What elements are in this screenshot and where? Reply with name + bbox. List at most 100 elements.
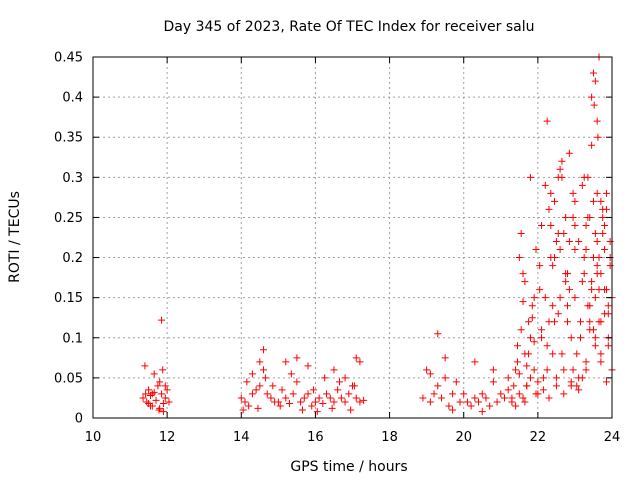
data-point bbox=[549, 350, 557, 358]
x-tick-label: 16 bbox=[307, 430, 324, 445]
data-point bbox=[515, 370, 523, 378]
data-point bbox=[521, 398, 529, 406]
data-point bbox=[426, 370, 434, 378]
data-point bbox=[504, 374, 512, 382]
data-point bbox=[282, 394, 290, 402]
data-point bbox=[287, 370, 295, 378]
data-point bbox=[337, 394, 345, 402]
data-point bbox=[311, 398, 319, 406]
data-point bbox=[599, 205, 607, 213]
data-point bbox=[589, 326, 597, 334]
data-point bbox=[538, 334, 546, 342]
data-point bbox=[515, 390, 523, 398]
data-point bbox=[243, 378, 251, 386]
data-point bbox=[591, 294, 599, 302]
data-point bbox=[545, 394, 553, 402]
data-point bbox=[588, 141, 596, 149]
data-point bbox=[591, 342, 599, 350]
data-point bbox=[602, 378, 610, 386]
data-point bbox=[449, 406, 457, 414]
data-point bbox=[267, 394, 275, 402]
data-point bbox=[328, 404, 336, 412]
series-roti bbox=[139, 53, 616, 416]
data-point bbox=[593, 238, 601, 246]
x-tick-label: 12 bbox=[159, 430, 176, 445]
data-point bbox=[313, 408, 321, 416]
data-point bbox=[143, 398, 151, 406]
data-point bbox=[150, 370, 158, 378]
data-point bbox=[159, 408, 167, 416]
data-point bbox=[360, 396, 368, 404]
data-point bbox=[158, 316, 166, 324]
data-point bbox=[330, 366, 338, 374]
data-point bbox=[562, 213, 570, 221]
data-point bbox=[254, 404, 262, 412]
data-point bbox=[336, 378, 344, 386]
data-point bbox=[539, 374, 547, 382]
data-point bbox=[601, 221, 609, 229]
data-point bbox=[310, 386, 318, 394]
data-point bbox=[589, 69, 597, 77]
data-point bbox=[534, 390, 542, 398]
data-point bbox=[593, 117, 601, 125]
y-tick-label: 0.15 bbox=[54, 291, 83, 306]
data-point bbox=[323, 390, 331, 398]
data-point bbox=[145, 400, 153, 408]
data-point bbox=[330, 398, 338, 406]
data-point bbox=[517, 229, 525, 237]
data-point bbox=[241, 398, 249, 406]
data-point bbox=[593, 189, 601, 197]
data-point bbox=[543, 117, 551, 125]
data-point bbox=[528, 314, 536, 322]
data-point bbox=[590, 101, 598, 109]
plot-frame bbox=[92, 56, 613, 419]
data-point bbox=[159, 400, 167, 408]
data-point bbox=[441, 374, 449, 382]
data-point bbox=[599, 229, 607, 237]
data-point bbox=[554, 310, 562, 318]
data-point bbox=[489, 378, 497, 386]
data-point bbox=[148, 402, 156, 410]
data-point bbox=[260, 366, 268, 374]
data-point bbox=[478, 390, 486, 398]
y-tick-label: 0.4 bbox=[62, 91, 83, 106]
data-point bbox=[599, 213, 607, 221]
data-point bbox=[512, 366, 520, 374]
data-point bbox=[532, 246, 540, 254]
data-point bbox=[606, 238, 614, 246]
data-point bbox=[582, 246, 590, 254]
y-tick-label: 0.3 bbox=[62, 171, 83, 186]
data-point bbox=[308, 402, 316, 410]
data-point bbox=[586, 213, 594, 221]
x-tick-label: 14 bbox=[233, 430, 250, 445]
data-point bbox=[526, 334, 534, 342]
data-point bbox=[141, 362, 149, 370]
data-point bbox=[536, 262, 544, 270]
data-point bbox=[159, 366, 167, 374]
data-point bbox=[150, 388, 158, 396]
data-point bbox=[278, 386, 286, 394]
data-point bbox=[519, 270, 527, 278]
data-point bbox=[567, 378, 575, 386]
data-point bbox=[530, 294, 538, 302]
data-point bbox=[145, 386, 153, 394]
data-point bbox=[434, 330, 442, 338]
data-point bbox=[582, 221, 590, 229]
data-point bbox=[564, 318, 572, 326]
data-point bbox=[434, 382, 442, 390]
data-point bbox=[493, 398, 501, 406]
data-point bbox=[558, 350, 566, 358]
data-point bbox=[551, 318, 559, 326]
data-point bbox=[597, 318, 605, 326]
data-point bbox=[538, 326, 546, 334]
data-point bbox=[543, 342, 551, 350]
data-point bbox=[552, 238, 560, 246]
data-point bbox=[575, 386, 583, 394]
data-point bbox=[482, 394, 490, 402]
data-point bbox=[513, 358, 521, 366]
data-point bbox=[539, 386, 547, 394]
data-point bbox=[525, 318, 533, 326]
data-point bbox=[554, 229, 562, 237]
data-point bbox=[161, 382, 169, 390]
data-point bbox=[569, 213, 577, 221]
